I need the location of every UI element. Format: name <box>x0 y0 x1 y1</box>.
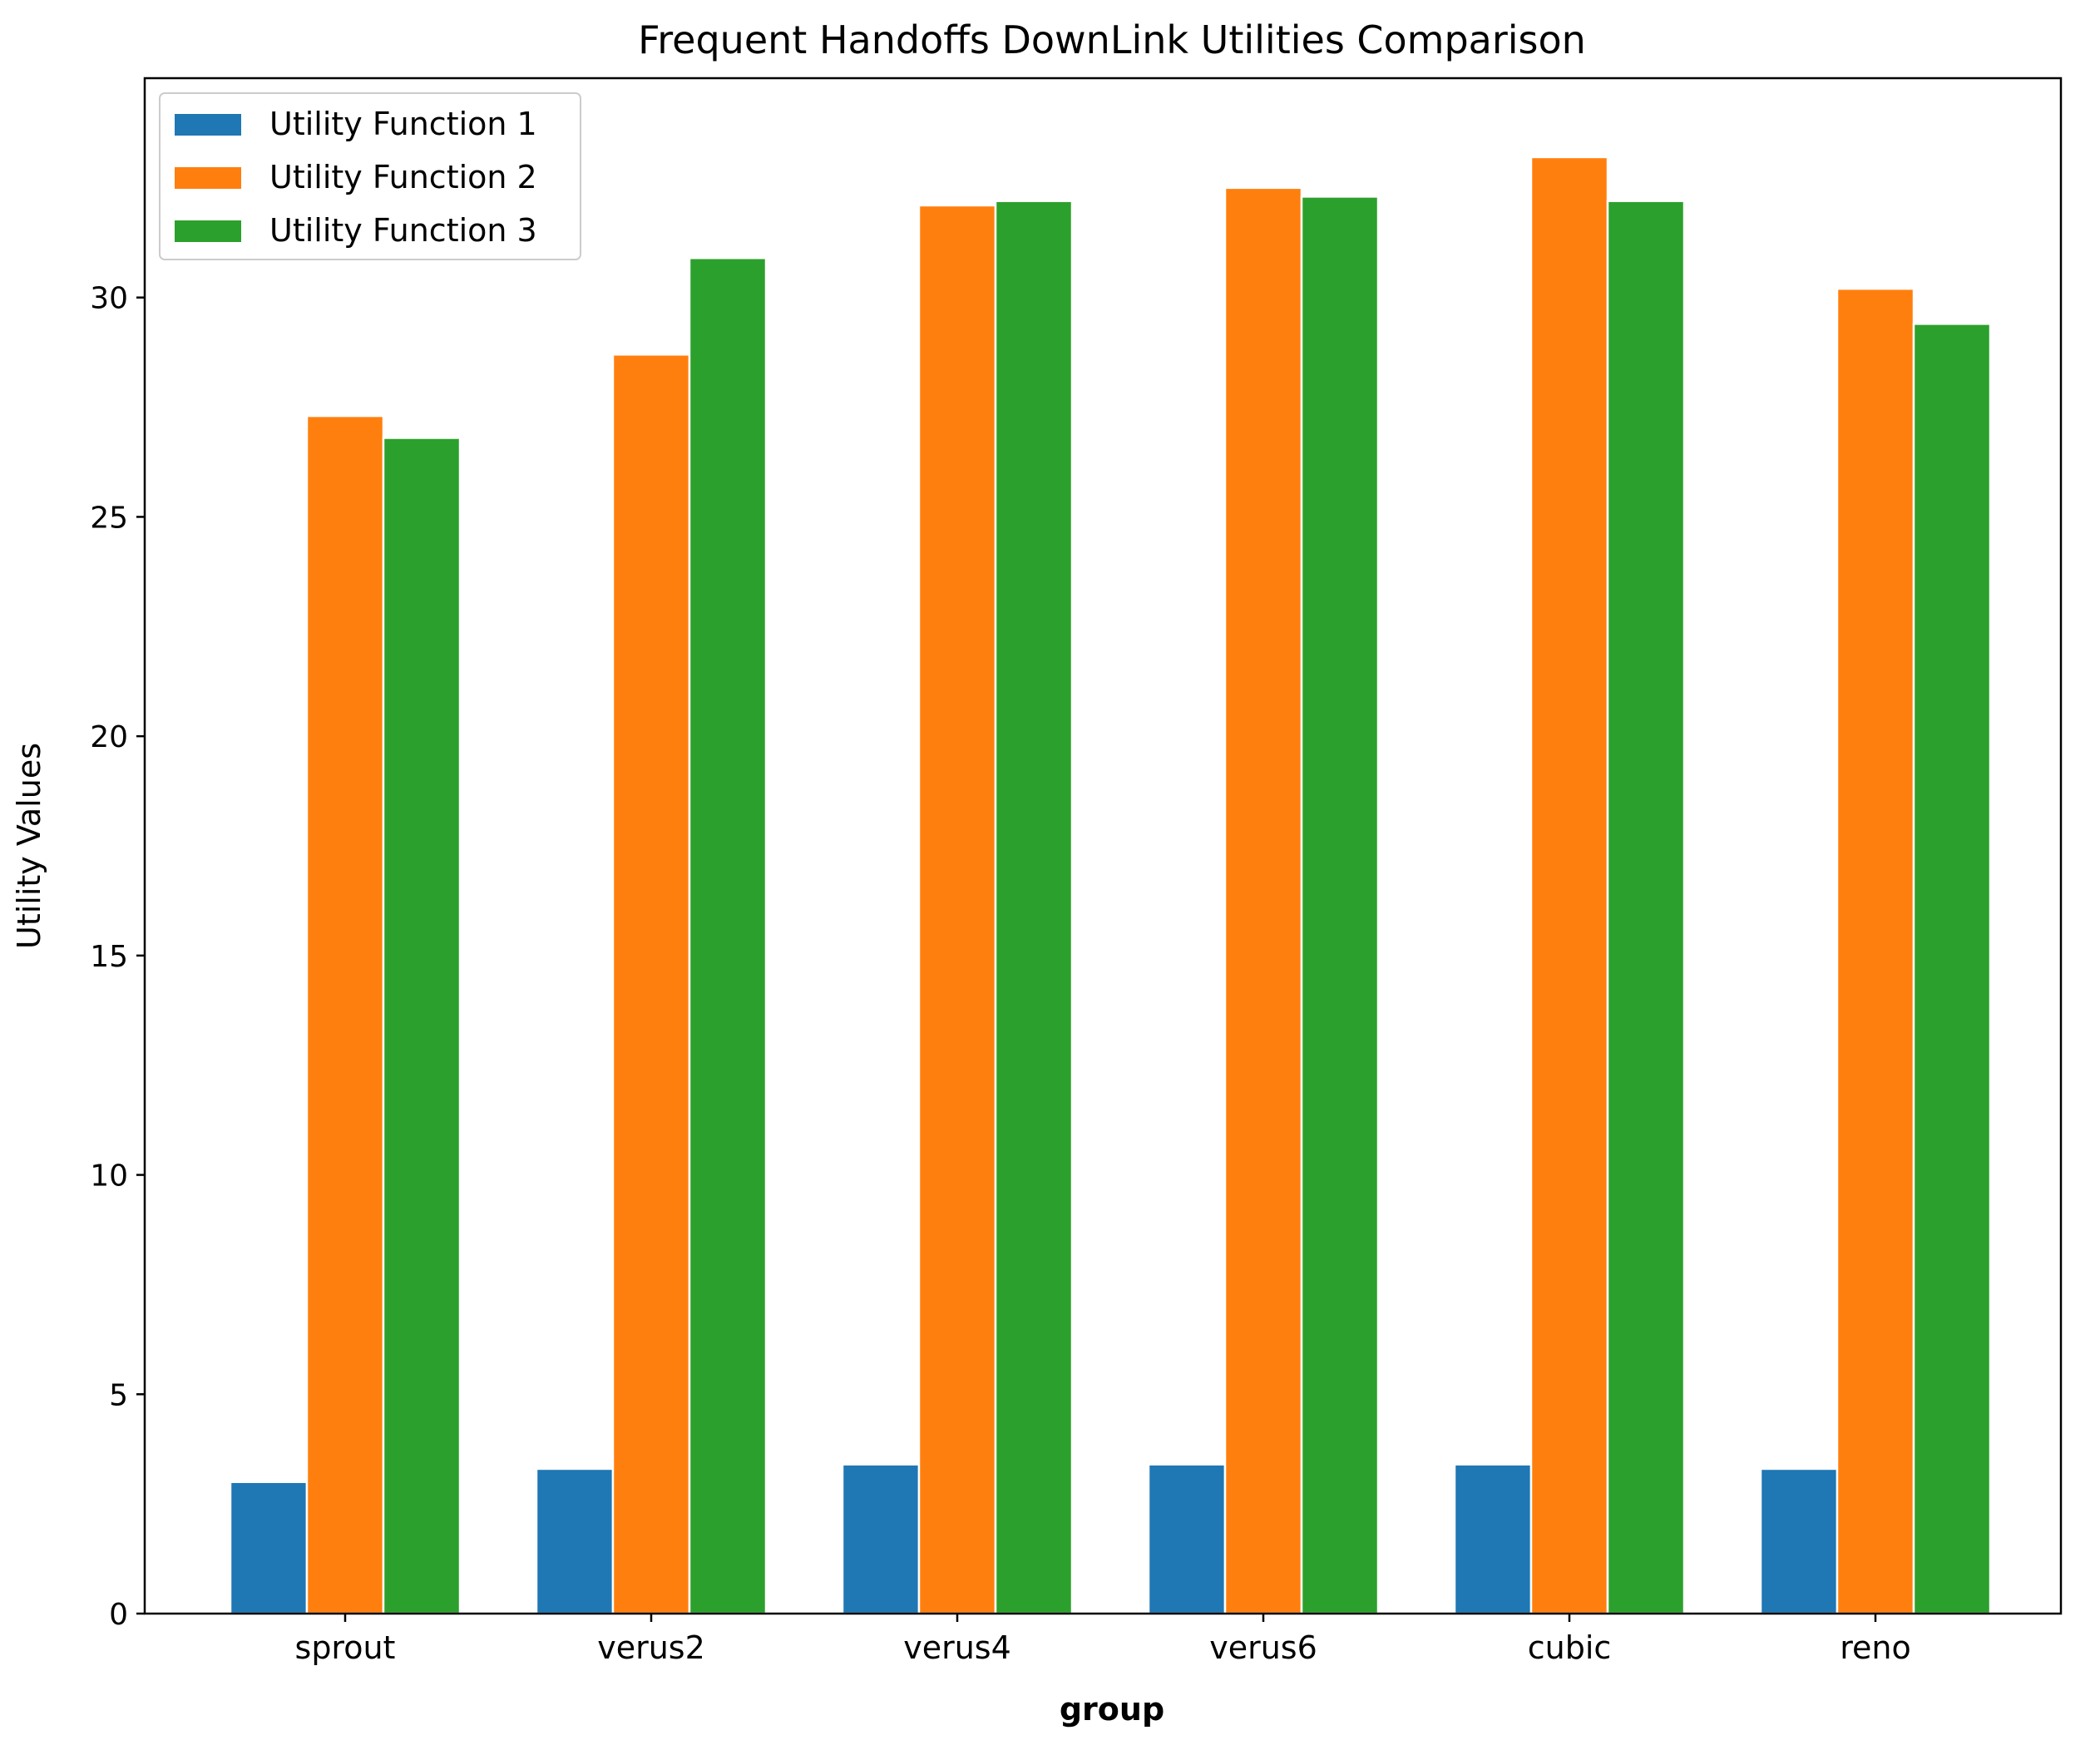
legend-box <box>159 92 581 260</box>
bar-verus4-series-1 <box>841 1463 921 1615</box>
y-tick-label: 0 <box>109 1598 128 1632</box>
legend: Utility Function 1 Utility Function 2 Util… <box>159 92 581 260</box>
y-axis-ticks: 0 5 10 15 20 25 30 <box>90 282 145 1632</box>
y-tick-label: 25 <box>90 501 128 535</box>
bar-verus6-series-3 <box>1300 195 1380 1615</box>
bar-verus4-series-2 <box>917 204 997 1615</box>
y-tick-label: 10 <box>90 1159 128 1194</box>
y-tick-label: 15 <box>90 940 128 974</box>
bar-reno-series-2 <box>1836 287 1915 1615</box>
x-tick-label-cubic: cubic <box>1528 1629 1612 1666</box>
bar-verus2-series-1 <box>535 1467 615 1615</box>
x-tick-label-sprout: sprout <box>295 1629 396 1666</box>
bar-verus6-series-1 <box>1147 1463 1227 1615</box>
bar-reno-series-1 <box>1759 1467 1839 1615</box>
bar-verus2-series-3 <box>688 256 768 1615</box>
y-tick-label: 5 <box>109 1378 128 1412</box>
legend-swatch-2 <box>175 167 241 189</box>
bar-sprout-series-3 <box>382 437 462 1615</box>
bars-layer <box>229 156 1992 1615</box>
legend-label-2: Utility Function 2 <box>269 159 537 195</box>
legend-swatch-1 <box>175 114 241 136</box>
legend-label-3: Utility Function 3 <box>269 212 537 249</box>
x-tick-label-verus2: verus2 <box>597 1629 705 1666</box>
chart-title: Frequent Handoffs DownLink Utilities Com… <box>638 17 1586 62</box>
bar-verus4-series-3 <box>994 200 1074 1615</box>
bar-verus2-series-2 <box>611 353 691 1615</box>
bar-cubic-series-2 <box>1529 156 1609 1615</box>
x-tick-label-reno: reno <box>1840 1629 1911 1666</box>
y-tick-label: 20 <box>90 720 128 754</box>
legend-label-1: Utility Function 1 <box>269 106 537 142</box>
x-axis-ticks: sprout verus2 verus4 verus6 cubic reno <box>295 1614 1911 1666</box>
bar-sprout-series-2 <box>305 414 385 1615</box>
x-tick-label-verus4: verus4 <box>903 1629 1011 1666</box>
y-tick-label: 30 <box>90 282 128 316</box>
bar-cubic-series-1 <box>1453 1463 1533 1615</box>
y-axis-label: Utility Values <box>11 743 47 949</box>
bar-sprout-series-1 <box>229 1481 309 1615</box>
bar-reno-series-3 <box>1912 323 1992 1615</box>
legend-swatch-3 <box>175 220 241 242</box>
plot-frame <box>143 77 2063 1615</box>
x-axis-label: group <box>1060 1691 1164 1728</box>
bar-cubic-series-3 <box>1606 200 1686 1615</box>
bar-verus6-series-2 <box>1223 186 1303 1615</box>
x-tick-label-verus6: verus6 <box>1209 1629 1317 1666</box>
